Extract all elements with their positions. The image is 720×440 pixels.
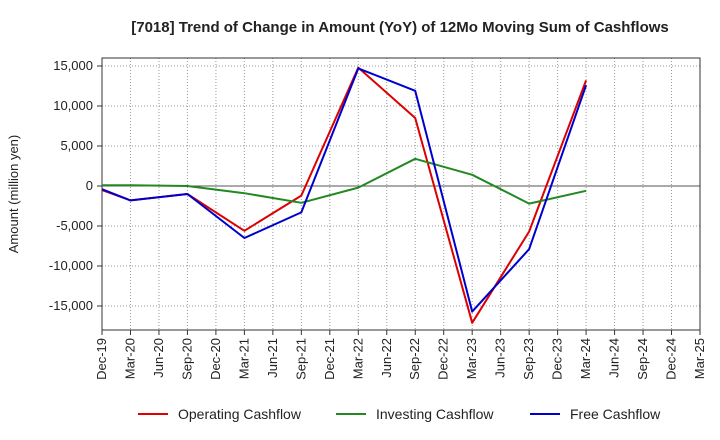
x-tick-label: Dec-22 bbox=[436, 338, 451, 380]
legend: Operating Cashflow Investing Cashflow Free… bbox=[138, 406, 661, 422]
y-axis-ticks: 15,000 10,000 5,000 0 -5,000 -10,000 -15,000 bbox=[49, 58, 102, 313]
y-tick-label: 10,000 bbox=[53, 98, 93, 113]
x-tick-label: Mar-25 bbox=[692, 338, 707, 379]
series-lines bbox=[101, 66, 588, 324]
x-tick-label: Jun-20 bbox=[151, 338, 166, 378]
y-tick-label: 5,000 bbox=[60, 138, 93, 153]
x-tick-label: Jun-23 bbox=[493, 338, 508, 378]
x-tick-label: Jun-21 bbox=[265, 338, 280, 378]
y-axis-label: Amount (million yen) bbox=[6, 135, 21, 254]
x-tick-label: Sep-23 bbox=[521, 338, 536, 380]
x-tick-label: Mar-24 bbox=[578, 338, 593, 379]
x-tick-label: Mar-20 bbox=[122, 338, 137, 379]
legend-label: Operating Cashflow bbox=[178, 406, 302, 422]
x-tick-label: Dec-21 bbox=[322, 338, 337, 380]
series-line-2 bbox=[101, 67, 588, 313]
x-axis-ticks: Dec-19 Mar-20 Jun-20 Sep-20 Dec-20 Mar-21 Jun-… bbox=[94, 330, 707, 380]
x-tick-label: Sep-22 bbox=[407, 338, 422, 380]
legend-label: Investing Cashflow bbox=[376, 406, 494, 422]
x-tick-label: Jun-24 bbox=[607, 338, 622, 378]
y-tick-label: -15,000 bbox=[49, 298, 93, 313]
x-tick-label: Dec-19 bbox=[94, 338, 109, 380]
grid bbox=[102, 58, 700, 330]
plot-area bbox=[101, 57, 701, 331]
y-tick-label: -5,000 bbox=[56, 218, 93, 233]
x-tick-label: Dec-20 bbox=[208, 338, 223, 380]
y-tick-label: 0 bbox=[86, 178, 93, 193]
legend-label: Free Cashflow bbox=[570, 406, 661, 422]
y-tick-label: -10,000 bbox=[49, 258, 93, 273]
x-tick-label: Sep-21 bbox=[293, 338, 308, 380]
x-tick-label: Dec-23 bbox=[550, 338, 565, 380]
x-tick-label: Mar-23 bbox=[464, 338, 479, 379]
x-tick-label: Mar-22 bbox=[350, 338, 365, 379]
series-line-1 bbox=[102, 157, 587, 205]
x-tick-label: Sep-20 bbox=[179, 338, 194, 380]
x-tick-label: Jun-22 bbox=[379, 338, 394, 378]
x-tick-label: Dec-24 bbox=[664, 338, 679, 380]
x-tick-label: Mar-21 bbox=[236, 338, 251, 379]
chart-title: [7018] Trend of Change in Amount (YoY) o… bbox=[131, 19, 669, 36]
y-tick-label: 15,000 bbox=[53, 58, 93, 73]
x-tick-label: Sep-24 bbox=[635, 338, 650, 380]
